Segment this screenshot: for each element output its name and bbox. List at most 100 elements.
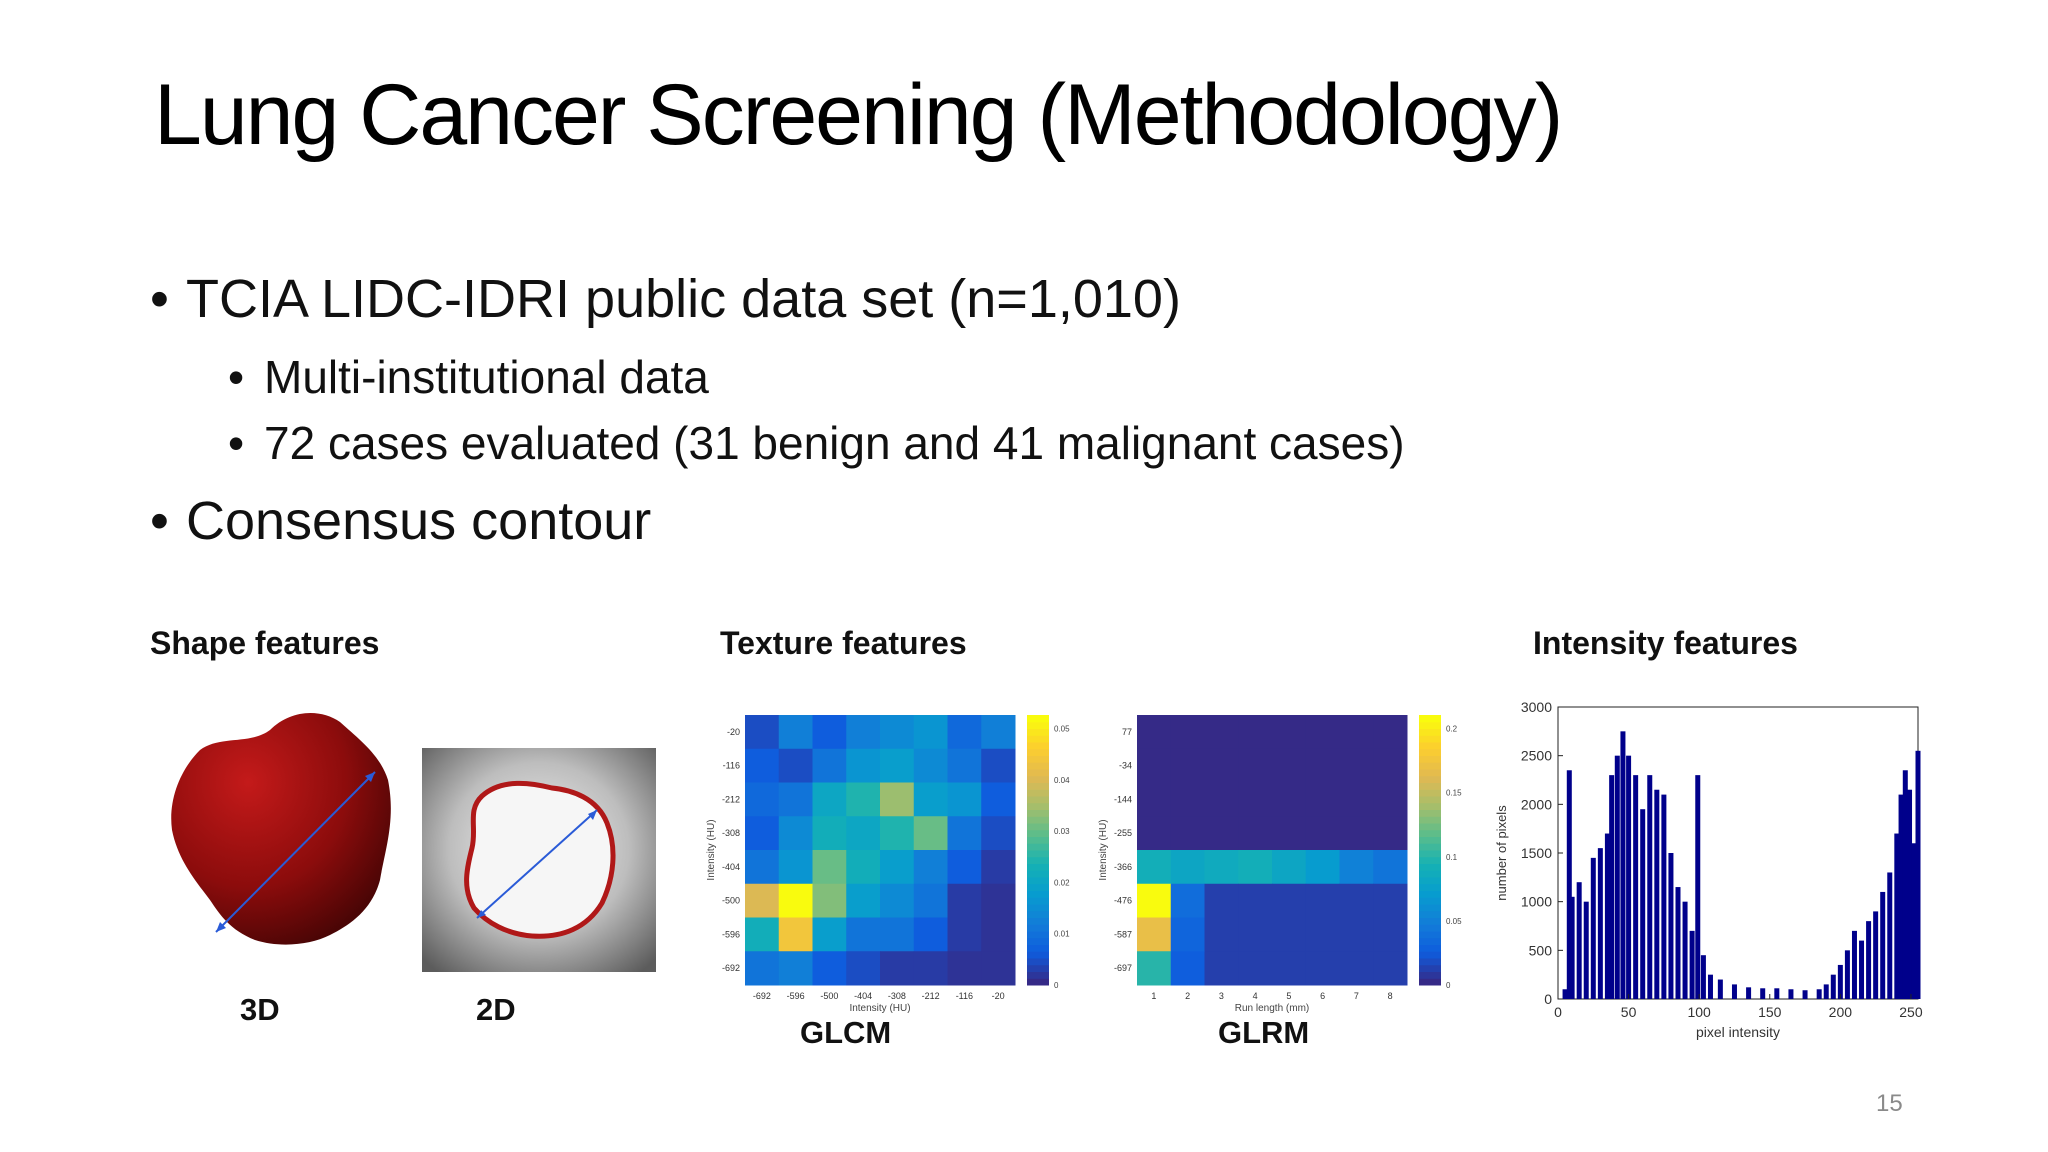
- glrm-colorbar-step: [1419, 937, 1441, 945]
- hist-bar: [1569, 896, 1575, 999]
- glcm-colorbar-step: [1027, 904, 1049, 912]
- glcm-colorbar-step: [1027, 816, 1049, 824]
- shape-3d-figure: [171, 712, 391, 945]
- hist-bar: [1844, 950, 1850, 999]
- hist-y-tick: 2000: [1521, 796, 1552, 812]
- glrm-cell: [1305, 816, 1340, 851]
- glrm-cell: [1305, 782, 1340, 817]
- bullet-text: Multi-institutional data: [264, 351, 709, 403]
- glcm-colorbar-step: [1027, 728, 1049, 736]
- glcm-cell: [778, 782, 813, 817]
- glrm-cell: [1238, 748, 1273, 783]
- glrm-colorbar-step: [1419, 870, 1441, 878]
- glrm-colorbar-step: [1419, 978, 1441, 986]
- glrm-cell: [1305, 917, 1340, 952]
- glrm-x-tick: 4: [1253, 991, 1258, 1001]
- hist-bar: [1873, 911, 1879, 999]
- glrm-y-tick: -476: [1114, 896, 1132, 906]
- glrm-cell: [1339, 883, 1374, 918]
- diameter-arrow-icon: [215, 771, 376, 933]
- hist-bar: [1851, 930, 1857, 999]
- glrm-y-tick: -255: [1114, 828, 1132, 838]
- consensus-contour: [464, 780, 616, 939]
- glrm-colorbar-step: [1419, 762, 1441, 770]
- glrm-cell: [1170, 748, 1205, 783]
- glrm-cell: [1339, 782, 1374, 817]
- glcm-cell: [745, 951, 780, 986]
- glcm-colorbar-step: [1027, 789, 1049, 797]
- hist-bar: [1654, 789, 1660, 999]
- glrm-cell: [1305, 748, 1340, 783]
- glcm-x-tick: -596: [787, 991, 805, 1001]
- glrm-colorbar-step: [1419, 782, 1441, 790]
- glrm-y-tick: -697: [1114, 963, 1132, 973]
- hist-y-tick: 500: [1529, 942, 1553, 958]
- hist-x-tick: 50: [1621, 1004, 1637, 1020]
- glcm-y-tick: -500: [722, 896, 740, 906]
- glcm-cell: [880, 850, 915, 885]
- glcm-cell: [913, 850, 948, 885]
- glcm-colorbar-step: [1027, 748, 1049, 756]
- glrm-cell: [1339, 951, 1374, 986]
- glcm-cell: [880, 883, 915, 918]
- hist-bar: [1640, 809, 1646, 999]
- glcm-cell: [846, 850, 881, 885]
- glcm-colorbar-step: [1027, 863, 1049, 871]
- glrm-cell: [1305, 883, 1340, 918]
- glcm-cell: [981, 951, 1016, 986]
- glcm-colorbar-step: [1027, 951, 1049, 959]
- glcm-cell: [812, 917, 847, 952]
- glrm-cell: [1339, 715, 1374, 750]
- glrm-x-tick: 8: [1388, 991, 1393, 1001]
- glrm-cell: [1204, 715, 1239, 750]
- glcm-colorbar-step: [1027, 721, 1049, 729]
- hist-bar: [1837, 964, 1843, 999]
- glcm-colorbar-step: [1027, 870, 1049, 878]
- hist-bar: [1661, 794, 1667, 999]
- intensity-histogram: 0 500 1000 1500 2000 2500 3000 0 50 100 150 200 250 p…: [1494, 699, 1923, 1040]
- hist-x-tick: 150: [1758, 1004, 1782, 1020]
- glrm-colorbar-step: [1419, 863, 1441, 871]
- glcm-cell: [812, 883, 847, 918]
- glcm-colorbar-step: [1027, 850, 1049, 858]
- slide-title: Lung Cancer Screening (Methodology): [154, 67, 1563, 163]
- glcm-cell: [947, 748, 982, 783]
- glrm-cell: [1137, 951, 1172, 986]
- glrm-cell: [1137, 917, 1172, 952]
- hist-bar: [1823, 984, 1829, 999]
- intensity-features-label: Intensity features: [1533, 625, 1798, 661]
- glrm-colorbar-step: [1419, 856, 1441, 864]
- glrm-cell: [1137, 816, 1172, 851]
- glrm-cell: [1137, 748, 1172, 783]
- glcm-colorbar-step: [1027, 742, 1049, 750]
- glcm-cell: [947, 782, 982, 817]
- glrm-y-tick: 77: [1122, 727, 1132, 737]
- hist-bar: [1700, 955, 1706, 999]
- glcm-cell: [812, 816, 847, 851]
- glcm-cell: [812, 715, 847, 750]
- glrm-cell: [1339, 748, 1374, 783]
- glrm-cell: [1373, 816, 1408, 851]
- glcm-x-tick: -20: [992, 991, 1005, 1001]
- glcm-cell: [812, 782, 847, 817]
- bullet-dot-icon: •: [150, 269, 169, 329]
- hist-bar: [1695, 775, 1701, 999]
- glrm-x-tick: 5: [1286, 991, 1291, 1001]
- hist-bar: [1583, 901, 1589, 999]
- glcm-cell: [778, 917, 813, 952]
- hist-bar: [1626, 755, 1632, 999]
- glrm-cell: [1137, 850, 1172, 885]
- glcm-cell: [745, 715, 780, 750]
- hist-bar: [1902, 770, 1908, 999]
- glrm-colorbar-step: [1419, 742, 1441, 750]
- hist-bar: [1746, 987, 1752, 999]
- glrm-cell: [1272, 951, 1307, 986]
- glcm-cell: [778, 816, 813, 851]
- glrm-cell: [1339, 850, 1374, 885]
- hist-bar: [1717, 979, 1723, 999]
- glrm-cell: [1204, 782, 1239, 817]
- glcm-colorbar-step: [1027, 856, 1049, 864]
- bullet-dot-icon: •: [150, 491, 169, 551]
- glrm-cell: [1170, 917, 1205, 952]
- glcm-colorbar-step: [1027, 924, 1049, 932]
